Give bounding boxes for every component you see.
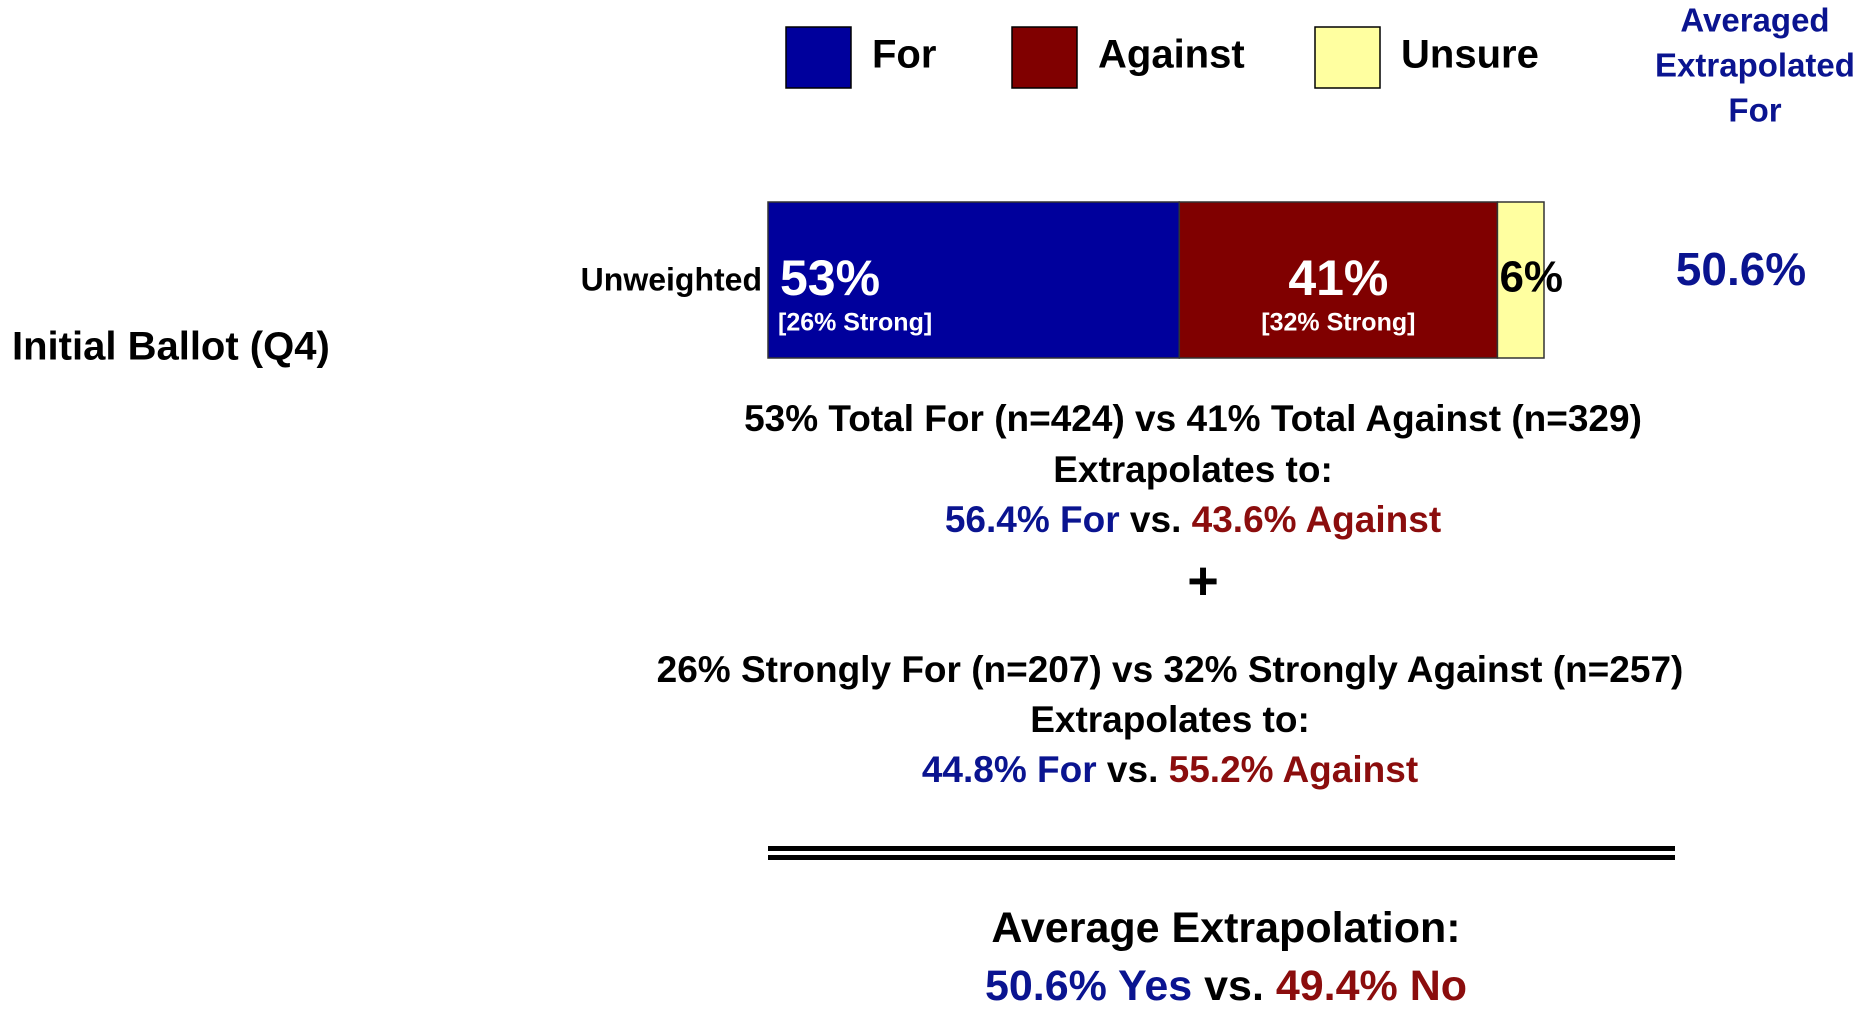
extra-value: 50.6% [1676, 243, 1806, 295]
column-header: Extrapolated [1655, 47, 1855, 84]
column-header: For [1728, 92, 1781, 129]
legend-label: Against [1098, 33, 1245, 77]
annotation-line: Average Extrapolation: [991, 904, 1460, 952]
annotation-text: vs. [1097, 749, 1169, 790]
legend-label: Unsure [1401, 33, 1539, 77]
annotation-text: vs. [1120, 499, 1192, 540]
sub-label: [32% Strong] [1261, 309, 1415, 337]
annotation-text: vs. [1192, 962, 1276, 1009]
annotation-text: 55.2% Against [1169, 749, 1419, 790]
value-label: 53% [780, 250, 880, 306]
annotation-text: 50.6% Yes [985, 962, 1192, 1009]
bar-segment [1178, 201, 1499, 359]
annotation-text: 26% Strongly For (n=207) vs 32% Strongly… [657, 649, 1684, 690]
column-header: Averaged [1680, 2, 1829, 39]
annotation-line: 56.4% For vs. 43.6% Against [945, 499, 1441, 540]
annotation-text: 53% Total For (n=424) vs 41% Total Again… [744, 398, 1642, 439]
annotation-text: 44.8% For [922, 749, 1097, 790]
category-label: Unweighted [581, 261, 762, 297]
annotation-line: 26% Strongly For (n=207) vs 32% Strongly… [657, 649, 1684, 690]
separator [768, 855, 1675, 860]
annotation-line: + [1187, 551, 1219, 611]
annotation-line: Extrapolates to: [1053, 449, 1333, 490]
annotation-line: 44.8% For vs. 55.2% Against [922, 749, 1418, 790]
bar-segment [1496, 201, 1545, 359]
row-label: Initial Ballot (Q4) [12, 325, 330, 369]
legend-swatch [1314, 26, 1381, 89]
annotation-line: 50.6% Yes vs. 49.4% No [985, 962, 1467, 1009]
annotation-text: Average Extrapolation: [991, 904, 1460, 952]
value-label: 6% [1499, 253, 1563, 302]
separator [768, 846, 1675, 851]
annotation-text: Extrapolates to: [1053, 449, 1333, 490]
annotation-line: Extrapolates to: [1030, 699, 1310, 740]
legend-label: For [872, 33, 936, 77]
annotation-line: 53% Total For (n=424) vs 41% Total Again… [744, 398, 1642, 439]
annotation-text: 49.4% No [1276, 962, 1467, 1009]
sub-label: [26% Strong] [778, 309, 932, 337]
legend-swatch [1011, 26, 1078, 89]
value-label: 41% [1288, 250, 1388, 306]
annotation-text: 56.4% For [945, 499, 1120, 540]
legend-swatch [785, 26, 852, 89]
bar-segment [767, 201, 1181, 359]
annotation-text: Extrapolates to: [1030, 699, 1310, 740]
annotation-text: 43.6% Against [1192, 499, 1442, 540]
annotation-text: + [1187, 551, 1219, 611]
